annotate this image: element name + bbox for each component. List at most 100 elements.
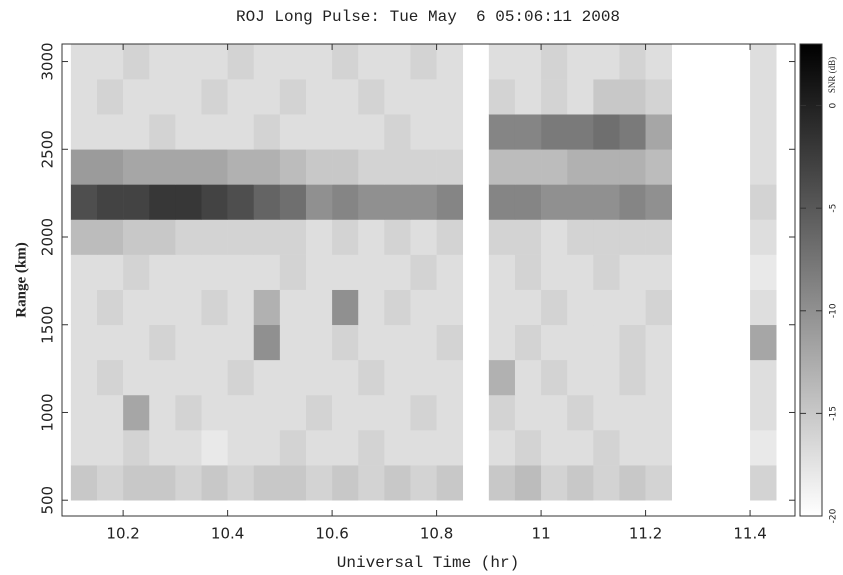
heatmap-cell bbox=[227, 44, 255, 80]
heatmap-cell bbox=[410, 289, 437, 326]
heatmap-cell bbox=[149, 149, 176, 185]
heatmap-cell bbox=[149, 44, 176, 80]
heatmap-cell bbox=[253, 254, 281, 290]
heatmap-cell bbox=[358, 289, 385, 326]
heatmap-cell bbox=[358, 44, 385, 80]
heatmap-cell bbox=[305, 465, 333, 501]
heatmap-cell bbox=[750, 219, 777, 255]
heatmap-cell bbox=[332, 394, 359, 431]
heatmap-cell bbox=[593, 219, 620, 255]
heatmap-cell bbox=[279, 394, 307, 431]
heatmap-cell bbox=[70, 184, 98, 220]
heatmap-cell bbox=[619, 465, 646, 501]
heatmap-cell bbox=[123, 324, 150, 361]
heatmap-cell bbox=[384, 430, 411, 466]
heatmap-cell bbox=[70, 394, 98, 431]
heatmap-cell bbox=[123, 79, 150, 115]
heatmap-cell bbox=[279, 465, 307, 501]
heatmap-cell bbox=[750, 149, 777, 185]
heatmap-cell bbox=[227, 79, 255, 115]
heatmap-cell bbox=[514, 184, 542, 220]
heatmap-cell bbox=[488, 114, 516, 150]
heatmap-cell bbox=[410, 44, 437, 80]
heatmap-cell bbox=[619, 430, 646, 466]
heatmap-cell bbox=[279, 324, 307, 361]
heatmap-cell bbox=[201, 254, 228, 290]
heatmap-cell bbox=[750, 184, 777, 220]
x-axis-label: Universal Time (hr) bbox=[337, 554, 519, 572]
heatmap-cell bbox=[488, 149, 516, 185]
heatmap-cell bbox=[619, 254, 646, 290]
heatmap-cell bbox=[123, 254, 150, 290]
heatmap-cell bbox=[488, 289, 516, 326]
heatmap-cell bbox=[332, 289, 359, 326]
heatmap-cell bbox=[70, 44, 98, 80]
heatmap-cell bbox=[436, 79, 464, 115]
heatmap-cell bbox=[279, 149, 307, 185]
heatmap-cell bbox=[514, 289, 542, 326]
heatmap-cell bbox=[201, 394, 228, 431]
heatmap-cell bbox=[97, 394, 124, 431]
heatmap-cell bbox=[410, 394, 437, 431]
heatmap-cell bbox=[175, 79, 202, 115]
heatmap-cell bbox=[70, 114, 98, 150]
heatmap-cell bbox=[541, 430, 568, 466]
heatmap-cell bbox=[645, 184, 673, 220]
heatmap-cell bbox=[436, 254, 464, 290]
heatmap-cell bbox=[358, 254, 385, 290]
heatmap-cell bbox=[514, 430, 542, 466]
heatmap-cell bbox=[567, 79, 594, 115]
heatmap-cell bbox=[619, 114, 646, 150]
heatmap-cell bbox=[227, 359, 255, 396]
heatmap-cell bbox=[567, 430, 594, 466]
heatmap-cell bbox=[436, 465, 464, 501]
heatmap-cell bbox=[410, 430, 437, 466]
heatmap-cell bbox=[384, 184, 411, 220]
heatmap-cell bbox=[123, 219, 150, 255]
heatmap-cell bbox=[175, 114, 202, 150]
heatmap bbox=[70, 44, 777, 501]
heatmap-cell bbox=[436, 219, 464, 255]
heatmap-cell bbox=[332, 254, 359, 290]
heatmap-cell bbox=[358, 219, 385, 255]
x-tick-label: 10.8 bbox=[420, 525, 453, 543]
x-tick-label: 10.2 bbox=[106, 525, 139, 543]
heatmap-cell bbox=[70, 465, 98, 501]
heatmap-cell bbox=[514, 149, 542, 185]
heatmap-cell bbox=[123, 394, 150, 431]
heatmap-cell bbox=[70, 324, 98, 361]
heatmap-cell bbox=[436, 149, 464, 185]
heatmap-cell bbox=[97, 359, 124, 396]
heatmap-cell bbox=[332, 430, 359, 466]
heatmap-cell bbox=[227, 394, 255, 431]
heatmap-cell bbox=[541, 219, 568, 255]
heatmap-cell bbox=[279, 184, 307, 220]
heatmap-cell bbox=[384, 79, 411, 115]
heatmap-cell bbox=[593, 324, 620, 361]
x-tick-label: 10.4 bbox=[211, 525, 244, 543]
heatmap-cell bbox=[253, 219, 281, 255]
heatmap-cell bbox=[227, 465, 255, 501]
heatmap-cell bbox=[175, 359, 202, 396]
heatmap-cell bbox=[593, 44, 620, 80]
heatmap-cell bbox=[253, 79, 281, 115]
heatmap-cell bbox=[541, 394, 568, 431]
heatmap-cell bbox=[201, 79, 228, 115]
heatmap-cell bbox=[619, 184, 646, 220]
heatmap-cell bbox=[279, 219, 307, 255]
heatmap-cell bbox=[541, 44, 568, 80]
heatmap-cell bbox=[201, 114, 228, 150]
heatmap-cell bbox=[436, 394, 464, 431]
heatmap-cell bbox=[358, 430, 385, 466]
heatmap-cell bbox=[305, 289, 333, 326]
heatmap-cell bbox=[332, 465, 359, 501]
heatmap-cell bbox=[253, 184, 281, 220]
heatmap-cell bbox=[645, 114, 673, 150]
heatmap-cell bbox=[488, 219, 516, 255]
heatmap-cell bbox=[619, 79, 646, 115]
heatmap-cell bbox=[358, 184, 385, 220]
heatmap-cell bbox=[227, 254, 255, 290]
heatmap-cell bbox=[358, 359, 385, 396]
